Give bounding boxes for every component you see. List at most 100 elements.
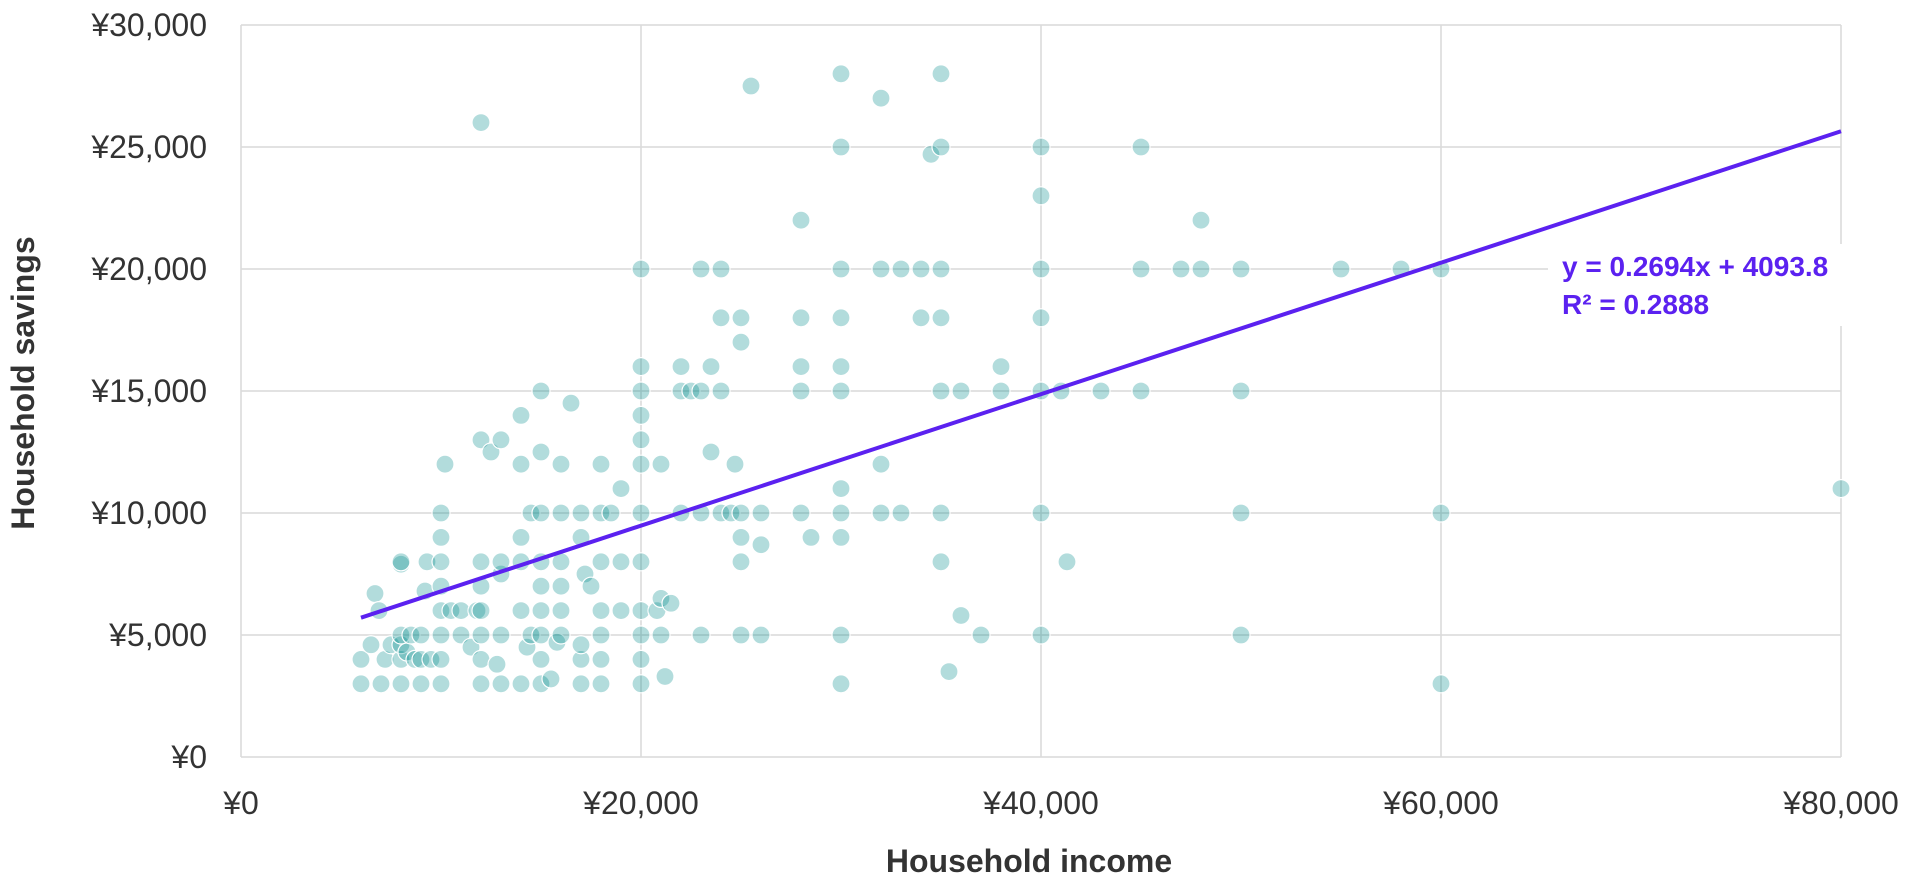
data-point bbox=[1431, 503, 1451, 523]
data-point bbox=[631, 552, 651, 572]
data-point bbox=[721, 503, 741, 523]
data-point bbox=[551, 625, 571, 645]
data-point bbox=[831, 527, 851, 548]
data-point bbox=[401, 625, 421, 645]
data-point bbox=[371, 674, 391, 694]
data-point bbox=[571, 674, 591, 694]
data-point bbox=[467, 600, 487, 621]
data-point bbox=[631, 405, 651, 425]
data-point bbox=[731, 308, 751, 328]
data-point bbox=[511, 454, 531, 474]
data-point bbox=[631, 600, 651, 621]
data-point bbox=[791, 357, 811, 377]
data-point bbox=[631, 381, 651, 401]
y-tick-label: ¥20,000 bbox=[90, 251, 207, 287]
data-point bbox=[521, 503, 541, 523]
data-point bbox=[911, 308, 931, 328]
data-point bbox=[1031, 186, 1051, 206]
data-point bbox=[431, 600, 451, 621]
data-point bbox=[1431, 674, 1451, 694]
data-point bbox=[431, 503, 451, 523]
data-point bbox=[831, 479, 851, 499]
data-point bbox=[1031, 503, 1051, 523]
data-point bbox=[531, 625, 551, 645]
data-point bbox=[791, 381, 811, 401]
data-point bbox=[711, 308, 731, 328]
data-point bbox=[691, 625, 711, 645]
data-point bbox=[791, 210, 811, 230]
data-point bbox=[591, 600, 611, 621]
data-point bbox=[1131, 259, 1151, 279]
trendline bbox=[360, 129, 1842, 620]
data-point bbox=[487, 654, 507, 674]
data-point bbox=[511, 405, 531, 425]
data-point bbox=[431, 649, 451, 670]
data-point bbox=[951, 381, 971, 401]
data-point bbox=[1191, 259, 1211, 279]
data-point bbox=[1171, 259, 1191, 279]
data-point bbox=[831, 137, 851, 157]
data-point bbox=[531, 600, 551, 621]
data-point bbox=[361, 635, 381, 655]
data-point bbox=[1031, 137, 1051, 157]
data-point bbox=[591, 503, 611, 523]
data-point bbox=[435, 454, 455, 474]
data-point bbox=[1057, 552, 1077, 572]
data-point bbox=[471, 674, 491, 694]
y-axis-tick-labels: ¥0 ¥5,000 ¥10,000 ¥15,000 ¥20,000 ¥25,000 ¥30,… bbox=[90, 7, 207, 775]
data-point bbox=[931, 552, 951, 572]
data-point bbox=[375, 649, 395, 670]
data-point bbox=[421, 649, 441, 670]
data-point bbox=[391, 674, 411, 694]
data-point bbox=[631, 430, 651, 450]
data-point bbox=[571, 503, 591, 523]
data-point bbox=[731, 332, 751, 352]
data-point bbox=[1131, 381, 1151, 401]
data-point bbox=[391, 552, 411, 572]
data-point bbox=[581, 576, 601, 596]
data-point bbox=[651, 454, 671, 474]
data-point bbox=[831, 64, 851, 84]
x-tick-label: ¥60,000 bbox=[1382, 785, 1499, 821]
data-point bbox=[931, 381, 951, 401]
data-point bbox=[551, 503, 571, 523]
data-point bbox=[871, 454, 891, 474]
data-point bbox=[591, 649, 611, 670]
data-point bbox=[451, 600, 471, 621]
data-point bbox=[791, 503, 811, 523]
x-tick-label: ¥0 bbox=[222, 785, 259, 821]
data-point bbox=[831, 308, 851, 328]
x-tick-label: ¥40,000 bbox=[982, 785, 1099, 821]
x-tick-label: ¥20,000 bbox=[582, 785, 699, 821]
y-tick-label: ¥10,000 bbox=[90, 495, 207, 531]
data-point bbox=[691, 259, 711, 279]
x-axis-tick-labels: ¥0 ¥20,000 ¥40,000 ¥60,000 ¥80,000 bbox=[222, 785, 1899, 821]
data-point bbox=[651, 625, 671, 645]
data-point bbox=[1331, 259, 1351, 279]
equation-background bbox=[1548, 244, 1876, 326]
data-point bbox=[601, 503, 621, 523]
data-point bbox=[801, 527, 821, 548]
data-point bbox=[471, 112, 491, 133]
data-point bbox=[511, 600, 531, 621]
x-tick-label: ¥80,000 bbox=[1782, 785, 1899, 821]
data-point bbox=[411, 674, 431, 694]
data-point bbox=[411, 625, 431, 645]
data-point bbox=[731, 552, 751, 572]
data-point bbox=[701, 357, 721, 377]
data-point bbox=[631, 357, 651, 377]
data-point bbox=[531, 649, 551, 670]
data-point bbox=[365, 583, 385, 604]
data-point bbox=[491, 674, 511, 694]
data-point bbox=[471, 649, 491, 670]
data-point bbox=[1831, 479, 1851, 499]
data-point bbox=[681, 381, 701, 401]
data-point bbox=[691, 381, 711, 401]
data-point bbox=[931, 137, 951, 157]
data-point bbox=[511, 674, 531, 694]
data-point bbox=[1231, 625, 1251, 645]
data-point bbox=[591, 454, 611, 474]
data-point bbox=[575, 564, 595, 584]
data-point bbox=[1031, 625, 1051, 645]
data-point bbox=[591, 552, 611, 572]
